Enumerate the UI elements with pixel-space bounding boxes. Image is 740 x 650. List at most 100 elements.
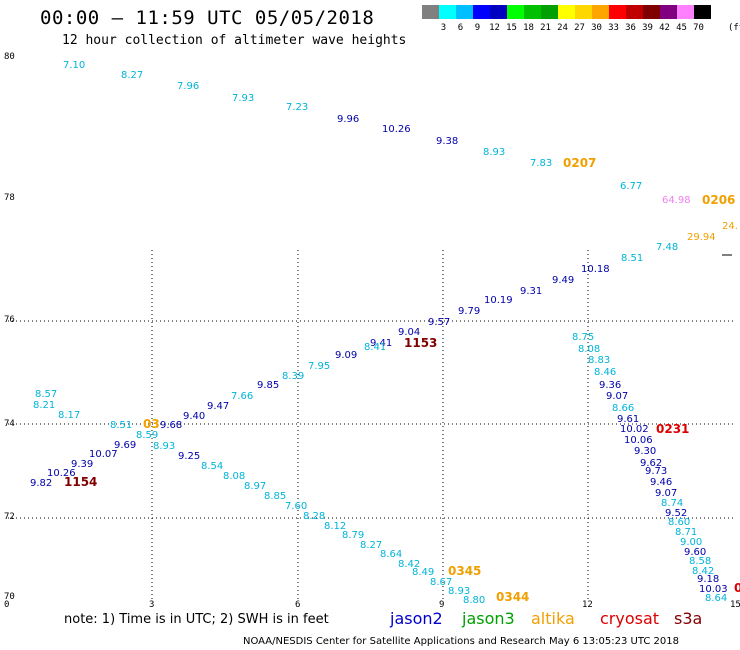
longitude-label: 15 (730, 600, 740, 610)
legend-label: 70 (693, 23, 704, 33)
legend-label: 15 (506, 23, 517, 33)
wave-height-label: 9.68 (160, 420, 183, 431)
wave-height-label: 10.03 (699, 584, 728, 595)
wave-height-label: 10.18 (581, 264, 610, 275)
legend-swatch (592, 5, 609, 19)
legend-label: 24 (557, 23, 568, 33)
wave-height-label: 29.94 (687, 232, 716, 243)
wave-height-label: 8.97 (244, 481, 267, 492)
wave-height-label: 8.79 (342, 530, 365, 541)
map-title: 00:00 — 11:59 UTC 05/05/2018 (40, 7, 375, 29)
wave-height-label: 7.10 (63, 60, 86, 71)
legend-label: 33 (608, 23, 619, 33)
legend-label: 27 (574, 23, 585, 33)
satellite-name: jason2 (390, 609, 443, 628)
legend-label: 3 (440, 23, 447, 33)
wave-height-label: 8.49 (412, 567, 435, 578)
legend-swatch (456, 5, 473, 19)
wave-height-label: 8.58 (689, 556, 712, 567)
pass-time-label: 1154 (64, 475, 98, 489)
wave-height-label: 8.28 (303, 511, 326, 522)
pass-time-label: 0345 (448, 564, 482, 578)
legend-label: 21 (540, 23, 551, 33)
legend-swatch (660, 5, 677, 19)
satellite-name: s3a (674, 609, 703, 628)
wave-height-label: 7.48 (656, 242, 679, 253)
wave-height-label: 8.93 (448, 586, 471, 597)
legend-label: 6 (457, 23, 464, 33)
wave-height-label: 64.98 (662, 195, 691, 206)
latitude-label: 80 (4, 52, 15, 62)
wave-height-label: 8.64 (705, 593, 728, 604)
wave-height-label: 9.47 (207, 401, 230, 412)
legend-label: 45 (676, 23, 687, 33)
wave-height-label: 8.74 (661, 498, 684, 509)
wave-height-label: 8.08 (578, 344, 601, 355)
wave-height-label: 8.93 (483, 147, 506, 158)
legend-swatch (575, 5, 592, 19)
wave-height-label: 8.08 (223, 471, 246, 482)
wave-height-label: 9.09 (335, 350, 358, 361)
wave-height-label: 9.60 (684, 547, 707, 558)
legend-label: 30 (591, 23, 602, 33)
pass-time-label: 0344 (496, 590, 530, 604)
wave-height-label: 7.83 (530, 158, 553, 169)
wave-height-label: 8.80 (463, 595, 486, 606)
wave-height-label: 8.51 (621, 253, 644, 264)
satellite-name: altika (531, 609, 575, 628)
wave-height-label: 7.60 (285, 501, 308, 512)
wave-height-label: 9.31 (520, 286, 543, 297)
longitude-label: 3 (149, 600, 155, 610)
legend-unit: (ft) (728, 23, 740, 33)
wave-height-label: 10.26 (382, 124, 411, 135)
legend-swatch (507, 5, 524, 19)
wave-height-label: 9.39 (71, 459, 94, 470)
wave-height-label: 9.18 (697, 574, 720, 585)
wave-height-label: 10.06 (624, 435, 653, 446)
wave-height-label: 9.30 (634, 446, 657, 457)
wave-height-label: 10.07 (89, 449, 118, 460)
wave-height-label: 10.19 (484, 295, 513, 306)
legend-label: 18 (523, 23, 534, 33)
wave-height-label: 9.57 (428, 317, 451, 328)
longitude-label: 12 (582, 600, 593, 610)
legend-swatch (694, 5, 711, 19)
wave-height-label: 9.38 (436, 136, 459, 147)
wave-height-label: 9.04 (398, 327, 421, 338)
latitude-label: 74 (4, 419, 15, 429)
latitude-label: 76 (4, 315, 15, 325)
wave-height-label: 9.07 (655, 488, 678, 499)
wave-height-label: 9.85 (257, 380, 280, 391)
wave-height-label: 8.51 (110, 420, 133, 431)
wave-height-label: 8.85 (264, 491, 287, 502)
legend-swatch (609, 5, 626, 19)
wave-height-label: 8.42 (398, 559, 421, 570)
wave-height-label: 8.93 (153, 441, 176, 452)
pass-time-label: 0207 (563, 156, 597, 170)
pass-time-label: 03 (143, 417, 160, 431)
map-subtitle: 12 hour collection of altimeter wave hei… (62, 33, 407, 48)
wave-height-label: 9.73 (645, 466, 668, 477)
pass-time-label: 1153 (404, 336, 438, 350)
wave-height-label: 8.12 (324, 521, 347, 532)
legend-swatch (626, 5, 643, 19)
wave-height-label: 8.17 (58, 410, 81, 421)
latitude-label: 78 (4, 193, 15, 203)
legend-label: 42 (659, 23, 670, 33)
satellite-name: jason3 (462, 609, 515, 628)
legend-label: 12 (489, 23, 500, 33)
legend-swatch (643, 5, 660, 19)
wave-height-label: 7.66 (231, 391, 254, 402)
latitude-label: 72 (4, 512, 15, 522)
legend-label: 9 (474, 23, 481, 33)
wave-height-label: 10.02 (620, 424, 649, 435)
pass-time-label: 0231 (656, 422, 690, 436)
footer-note: note: 1) Time is in UTC; 2) SWH is in fe… (64, 612, 329, 627)
pass-time-label: 0 (734, 581, 740, 595)
wave-height-label: 8.60 (668, 517, 691, 528)
legend-swatch (439, 5, 456, 19)
satellite-name: cryosat (600, 609, 660, 628)
legend-swatch (473, 5, 490, 19)
wave-height-label: 9.82 (30, 478, 53, 489)
wave-height-label: 8.46 (594, 367, 617, 378)
